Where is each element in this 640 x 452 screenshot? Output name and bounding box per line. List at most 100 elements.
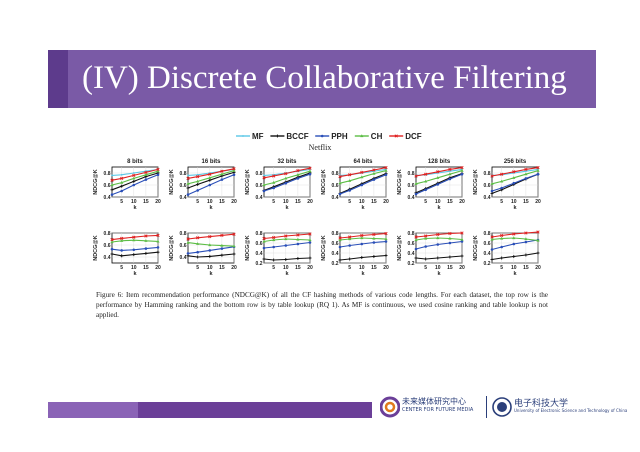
series-dcf-point-b — [132, 235, 136, 239]
series-dcf-point-b — [360, 170, 364, 175]
series-ch-point — [296, 237, 300, 241]
series-dcf-point — [524, 167, 528, 172]
series-bccf-point — [384, 254, 388, 257]
series-dcf-point — [156, 167, 160, 172]
series-pph-point — [144, 247, 148, 250]
panel-ylabel: NDCG@K — [93, 235, 99, 261]
panel-title: 128 bits — [428, 159, 451, 165]
figure-caption: Figure 6: Item recommendation performanc… — [96, 291, 548, 319]
series-dcf-point-b — [524, 231, 528, 235]
series-dcf-point-b — [196, 236, 200, 240]
panel-xtick-label: 10 — [359, 265, 365, 271]
series-dcf-point-b — [120, 176, 124, 181]
panel-9: 5 10 15 20 0.2 0.4 0.6 0.8 k NDCG@K — [245, 231, 313, 277]
series-dcf-point-b — [384, 165, 388, 170]
series-dcf-point — [536, 230, 540, 234]
panel-xtick-label: 10 — [283, 199, 289, 205]
panel-xtick-label: 10 — [435, 265, 441, 271]
series-dcf-point — [436, 232, 440, 237]
series-pph-point — [436, 243, 440, 246]
panel-xtick-label: 15 — [219, 265, 225, 271]
uestc-name: 电子科技大学 — [514, 399, 569, 409]
series-ch-point — [308, 169, 312, 173]
series-dcf-point-b — [524, 167, 528, 172]
chart-legend: MF BCCF PPH CH DCF — [232, 130, 432, 142]
panel-ytick-label: 0.4 — [180, 195, 187, 201]
series-ch-point — [360, 236, 364, 240]
series-ch-point — [360, 175, 364, 179]
series-dcf-point-b — [424, 234, 428, 238]
panel-ytick-label: 0.8 — [408, 231, 415, 237]
series-dcf-point-b — [262, 236, 266, 241]
series-dcf-point-b — [144, 170, 148, 175]
series-pph-point — [424, 188, 427, 192]
series-ch-point — [156, 239, 160, 243]
series-bccf-point — [272, 258, 276, 262]
series-pph-point — [436, 183, 440, 186]
panel-xtick-label: 5 — [272, 265, 275, 271]
series-bccf-point — [308, 256, 312, 260]
series-dcf-point-b — [414, 235, 418, 239]
series-pph-point — [120, 249, 123, 252]
series-pph-point — [110, 193, 114, 196]
series-dcf-point-b — [512, 170, 516, 174]
series-bccf-point — [262, 257, 266, 261]
panel-xtick-label: 20 — [155, 199, 161, 205]
series-dcf-point-b — [220, 169, 224, 173]
series-pph-point — [524, 177, 528, 180]
future-media-subname: CENTER FOR FUTURE MEDIA — [402, 407, 474, 413]
series-pph-point — [448, 241, 452, 245]
series-dcf-point-b — [500, 233, 504, 238]
series-ch-point — [262, 239, 266, 243]
panel-xtick-label: 20 — [535, 265, 541, 271]
panel-ytick-label: 0.2 — [408, 261, 415, 267]
panel-ytick-label: 0.4 — [408, 195, 415, 201]
series-dcf-point — [372, 232, 376, 237]
panel-ytick-label: 0.8 — [484, 171, 491, 177]
panel-xtick-label: 10 — [283, 265, 289, 271]
panel-title: 16 bits — [201, 159, 221, 165]
series-ch-point — [284, 237, 288, 241]
panel-xtick-label: 20 — [231, 265, 237, 271]
legend-mf-label: MF — [252, 132, 264, 141]
series-ch-point — [436, 176, 440, 179]
series-dcf-point — [110, 237, 114, 242]
series-dcf-point-b — [436, 170, 440, 174]
series-ch-point — [414, 238, 418, 242]
series-ch-point — [500, 179, 504, 183]
series-ch-point — [272, 180, 276, 184]
panel-6: 256 bits 5 10 15 20 0.4 0.6 0.8 k NDCG@K — [473, 159, 541, 211]
panel-ytick-label: 0.2 — [332, 261, 339, 267]
uestc-logo: 电子科技大学 University of Electronic Science … — [492, 393, 627, 421]
series-dcf-point — [110, 178, 114, 182]
series-ch-point — [144, 173, 148, 176]
series-pph-point — [296, 242, 300, 246]
series-dcf-point-b — [296, 233, 300, 237]
series-ch-point — [196, 242, 200, 245]
series-dcf-point — [490, 235, 494, 239]
panel-ytick-label: 0.6 — [408, 183, 415, 189]
panel-xtick-label: 5 — [348, 199, 351, 205]
series-dcf-point — [414, 235, 418, 239]
series-pph-point — [296, 177, 300, 180]
series-dcf-point — [448, 167, 452, 172]
series-pph-point — [156, 246, 160, 249]
series-mf-point — [120, 173, 123, 176]
panel-ylabel: NDCG@K — [93, 169, 99, 195]
series-dcf-point — [208, 172, 212, 176]
panel-xtick-label: 10 — [131, 199, 137, 205]
series-dcf-point-b — [156, 167, 160, 172]
panel-ylabel: NDCG@K — [245, 235, 251, 261]
series-dcf-point — [156, 233, 160, 238]
series-bccf-point — [460, 254, 464, 258]
series-mf-point — [187, 174, 189, 177]
series-ch-point — [424, 179, 428, 183]
panel-ytick-label: 0.4 — [484, 195, 491, 201]
panel-xtick-label: 10 — [359, 199, 365, 205]
series-ch-point — [110, 183, 114, 187]
series-bccf-point — [220, 253, 224, 257]
panel-ylabel: NDCG@K — [169, 235, 175, 261]
panel-xtick-label: 15 — [143, 199, 149, 205]
dataset-label: Netflix — [308, 143, 332, 152]
